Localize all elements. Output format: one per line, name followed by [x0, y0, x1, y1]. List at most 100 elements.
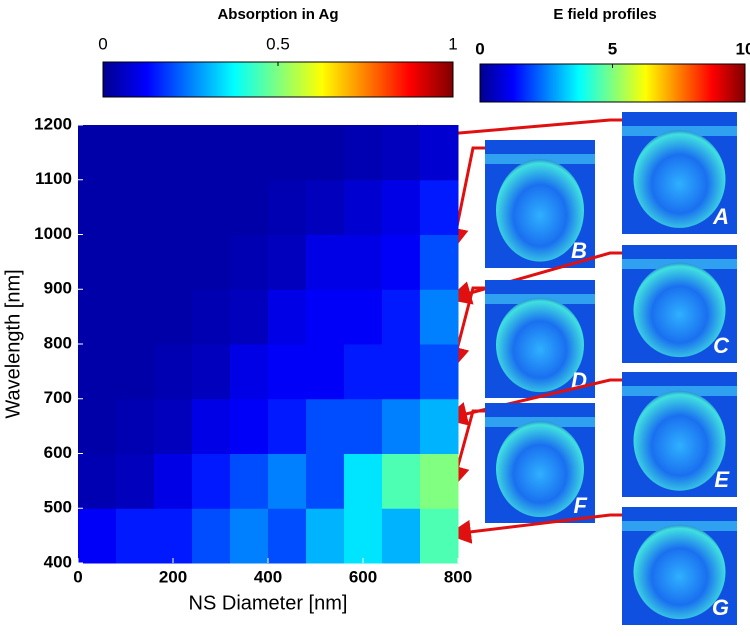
colorbar-title: E field profiles	[553, 6, 656, 23]
heatmap-cell	[154, 344, 193, 400]
heatmap-cell	[154, 179, 193, 235]
colorbar-title: Absorption in Ag	[217, 6, 338, 23]
heatmap-cell	[116, 125, 155, 181]
heatmap-cell	[382, 344, 421, 400]
colorbar-tick-label: 5	[608, 39, 617, 58]
colorbar-tick-label: 0.5	[266, 34, 290, 53]
heatmap-cell	[78, 125, 117, 181]
heatmap-cell	[382, 398, 421, 454]
heatmap-cell	[154, 508, 193, 564]
field-sphere	[496, 159, 584, 262]
heatmap-cell	[116, 453, 155, 509]
heatmap-cell	[268, 344, 307, 400]
field-sphere	[633, 130, 726, 228]
heatmap-cell	[344, 125, 383, 181]
y-tick-label: 600	[44, 443, 72, 462]
y-axis-label: Wavelength [nm]	[2, 269, 24, 418]
heatmap-cell	[420, 234, 459, 290]
arrow	[447, 513, 622, 544]
heatmap-cell	[78, 179, 117, 235]
panel-label: A	[712, 204, 729, 229]
heatmap-cell	[78, 453, 117, 509]
heatmap-cell	[268, 234, 307, 290]
y-tick-label: 1100	[35, 169, 72, 188]
heatmap-cell	[230, 289, 269, 345]
heatmap-cell	[78, 289, 117, 345]
arrow	[446, 409, 485, 490]
heatmap-cell	[382, 453, 421, 509]
x-tick-label: 600	[349, 567, 377, 586]
x-tick-label: 200	[159, 567, 187, 586]
heatmap-cell	[230, 344, 269, 400]
heatmap-cell	[154, 234, 193, 290]
heatmap-cell	[306, 344, 345, 400]
heatmap-cell	[268, 179, 307, 235]
heatmap-cell	[420, 289, 459, 345]
x-tick-label: 0	[73, 567, 82, 586]
heatmap-cell	[116, 344, 155, 400]
heatmap-cell	[344, 453, 383, 509]
heatmap-cell	[192, 179, 231, 235]
heatmap-cell	[344, 344, 383, 400]
heatmap-cell	[306, 125, 345, 181]
colorbar	[102, 61, 454, 98]
heatmap-cell	[344, 234, 383, 290]
y-tick-label: 1000	[34, 224, 72, 243]
panel-label: B	[571, 238, 587, 263]
heatmap-cell	[154, 398, 193, 454]
y-tick-label: 900	[44, 279, 72, 298]
heatmap-cell	[268, 398, 307, 454]
colorbar-tick-label: 10	[736, 39, 750, 58]
field-sphere	[633, 524, 726, 620]
heatmap-cell	[382, 289, 421, 345]
x-tick-label: 800	[444, 567, 472, 586]
colorbar-tick-label: 1	[448, 34, 457, 53]
heatmap-cell	[306, 234, 345, 290]
heatmap-cell	[344, 398, 383, 454]
heatmap-cell	[154, 453, 193, 509]
heatmap-cell	[420, 125, 459, 181]
heatmap-cell	[78, 508, 117, 564]
arrow	[444, 146, 485, 252]
colorbar	[479, 63, 746, 103]
heatmap-cell	[268, 125, 307, 181]
heatmap-cell	[230, 453, 269, 509]
y-tick-label: 1200	[34, 114, 72, 133]
heatmap-cell	[420, 508, 459, 564]
field-layer	[485, 154, 595, 164]
arrow	[445, 286, 485, 371]
heatmap-cell	[116, 508, 155, 564]
heatmap-cell	[382, 508, 421, 564]
heatmap-cell	[344, 508, 383, 564]
heatmap-cell	[116, 234, 155, 290]
heatmap-cell	[306, 289, 345, 345]
y-tick-label: 700	[44, 388, 72, 407]
field-sphere	[633, 390, 726, 491]
colorbar-tick-label: 0	[98, 34, 107, 53]
heatmap-cell	[382, 125, 421, 181]
heatmap-cell	[306, 398, 345, 454]
panel-label: C	[713, 333, 730, 358]
heatmap-cell	[268, 508, 307, 564]
heatmap-cell	[192, 125, 231, 181]
heatmap-cell	[306, 179, 345, 235]
field-sphere	[496, 297, 584, 393]
heatmap-cell	[192, 289, 231, 345]
heatmap-cell	[268, 453, 307, 509]
heatmap-cell	[420, 344, 459, 400]
heatmap-cell	[306, 453, 345, 509]
heatmap-cell	[192, 234, 231, 290]
arrow	[395, 118, 622, 149]
heatmap-cell	[154, 289, 193, 345]
y-tick-label: 800	[44, 333, 72, 352]
heatmap-cell	[154, 125, 193, 181]
heatmap-cell	[192, 344, 231, 400]
heatmap-cell	[268, 289, 307, 345]
heatmap-cell	[230, 234, 269, 290]
heatmap-cell	[306, 508, 345, 564]
heatmap-cell	[116, 289, 155, 345]
heatmap-cell	[78, 234, 117, 290]
panel-label: E	[714, 467, 730, 492]
heatmap-cell	[78, 398, 117, 454]
